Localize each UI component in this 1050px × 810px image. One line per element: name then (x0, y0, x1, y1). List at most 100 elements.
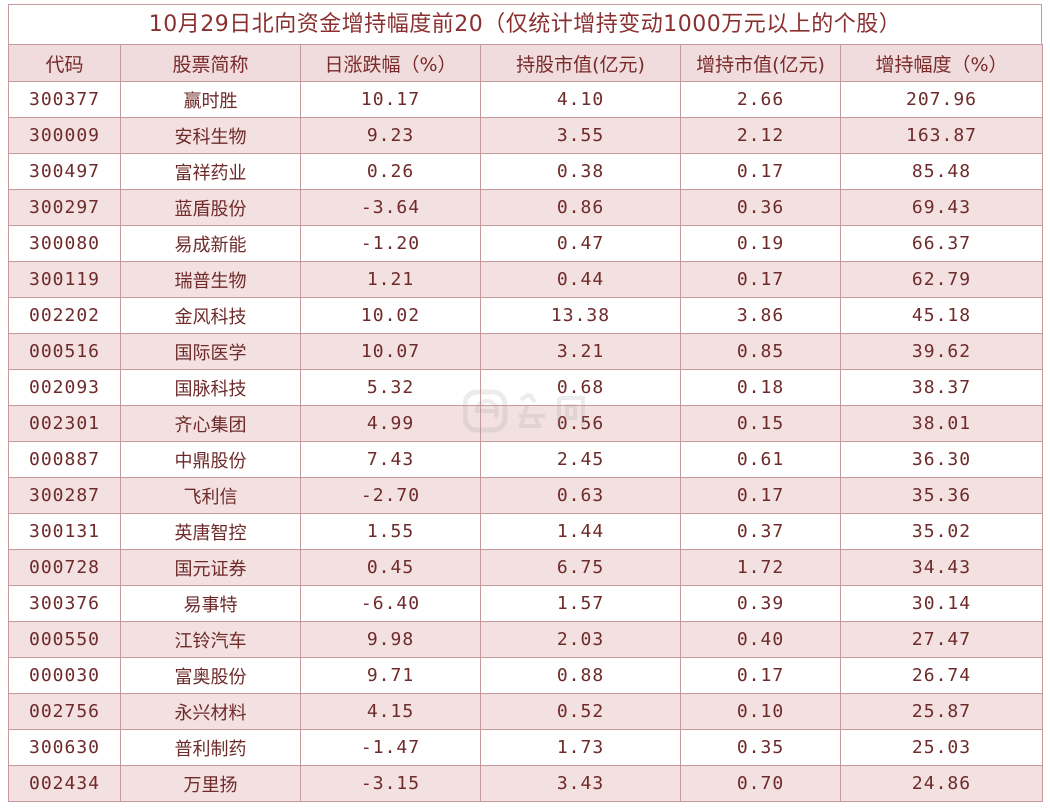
cell-daily-change: 1.55 (300, 513, 481, 550)
table-row: 000030 富奥股份 9.71 0.88 0.17 26.74 (8, 657, 1043, 694)
cell-holding-value: 4.10 (480, 81, 681, 118)
cell-increase-rate: 27.47 (840, 621, 1043, 658)
cell-code: 002301 (8, 405, 121, 442)
cell-holding-value: 1.44 (480, 513, 681, 550)
cell-name: 瑞普生物 (120, 261, 301, 298)
cell-holding-value: 13.38 (480, 297, 681, 334)
cell-name: 赢时胜 (120, 81, 301, 118)
cell-holding-value: 0.86 (480, 189, 681, 226)
cell-daily-change: 1.21 (300, 261, 481, 298)
cell-increase-rate: 25.03 (840, 729, 1043, 766)
cell-increase-value: 0.37 (680, 513, 841, 550)
table-row: 300131 英唐智控 1.55 1.44 0.37 35.02 (8, 513, 1043, 550)
cell-increase-rate: 85.48 (840, 153, 1043, 190)
cell-code: 000728 (8, 549, 121, 586)
cell-code: 300630 (8, 729, 121, 766)
cell-code: 002434 (8, 765, 121, 802)
cell-name: 普利制药 (120, 729, 301, 766)
header-holding-value: 持股市值(亿元) (480, 44, 681, 82)
cell-increase-rate: 163.87 (840, 117, 1043, 154)
cell-holding-value: 0.44 (480, 261, 681, 298)
cell-increase-rate: 69.43 (840, 189, 1043, 226)
cell-increase-value: 0.19 (680, 225, 841, 262)
cell-holding-value: 0.63 (480, 477, 681, 514)
header-increase-rate: 增持幅度（%） (840, 44, 1043, 82)
cell-daily-change: -1.47 (300, 729, 481, 766)
holdings-table: 代码 股票简称 日涨跌幅（%） 持股市值(亿元) 增持市值(亿元) 增持幅度（%… (8, 44, 1043, 802)
cell-increase-value: 0.61 (680, 441, 841, 478)
cell-code: 000516 (8, 333, 121, 370)
cell-increase-rate: 38.37 (840, 369, 1043, 406)
table-row: 300119 瑞普生物 1.21 0.44 0.17 62.79 (8, 261, 1043, 298)
cell-daily-change: 4.15 (300, 693, 481, 730)
cell-code: 300376 (8, 585, 121, 622)
cell-holding-value: 2.03 (480, 621, 681, 658)
table-row: 002093 国脉科技 5.32 0.68 0.18 38.37 (8, 369, 1043, 406)
cell-increase-value: 0.15 (680, 405, 841, 442)
cell-code: 300297 (8, 189, 121, 226)
cell-increase-rate: 38.01 (840, 405, 1043, 442)
table-row: 000728 国元证券 0.45 6.75 1.72 34.43 (8, 549, 1043, 586)
cell-daily-change: 9.98 (300, 621, 481, 658)
table-row: 000516 国际医学 10.07 3.21 0.85 39.62 (8, 333, 1043, 370)
cell-code: 000887 (8, 441, 121, 478)
header-increase-value: 增持市值(亿元) (680, 44, 841, 82)
table-row: 002756 永兴材料 4.15 0.52 0.10 25.87 (8, 693, 1043, 730)
cell-increase-value: 0.17 (680, 153, 841, 190)
cell-increase-rate: 45.18 (840, 297, 1043, 334)
header-daily-change: 日涨跌幅（%） (300, 44, 481, 82)
cell-code: 300377 (8, 81, 121, 118)
cell-daily-change: -6.40 (300, 585, 481, 622)
cell-increase-rate: 25.87 (840, 693, 1043, 730)
cell-name: 易成新能 (120, 225, 301, 262)
cell-increase-value: 2.12 (680, 117, 841, 154)
cell-code: 300080 (8, 225, 121, 262)
cell-holding-value: 1.73 (480, 729, 681, 766)
cell-name: 中鼎股份 (120, 441, 301, 478)
header-row: 代码 股票简称 日涨跌幅（%） 持股市值(亿元) 增持市值(亿元) 增持幅度（%… (8, 44, 1043, 82)
cell-code: 000030 (8, 657, 121, 694)
header-name: 股票简称 (120, 44, 301, 82)
cell-holding-value: 3.43 (480, 765, 681, 802)
cell-code: 300131 (8, 513, 121, 550)
cell-increase-value: 0.85 (680, 333, 841, 370)
table-row: 300297 蓝盾股份 -3.64 0.86 0.36 69.43 (8, 189, 1043, 226)
cell-increase-rate: 24.86 (840, 765, 1043, 802)
cell-daily-change: 10.07 (300, 333, 481, 370)
cell-code: 002202 (8, 297, 121, 334)
cell-holding-value: 6.75 (480, 549, 681, 586)
cell-increase-value: 1.72 (680, 549, 841, 586)
cell-name: 国脉科技 (120, 369, 301, 406)
cell-holding-value: 0.56 (480, 405, 681, 442)
cell-increase-rate: 36.30 (840, 441, 1043, 478)
cell-daily-change: 5.32 (300, 369, 481, 406)
cell-code: 000550 (8, 621, 121, 658)
cell-daily-change: 4.99 (300, 405, 481, 442)
table-row: 002434 万里扬 -3.15 3.43 0.70 24.86 (8, 765, 1043, 802)
cell-daily-change: -2.70 (300, 477, 481, 514)
cell-increase-rate: 66.37 (840, 225, 1043, 262)
cell-holding-value: 0.47 (480, 225, 681, 262)
cell-holding-value: 3.55 (480, 117, 681, 154)
cell-increase-rate: 30.14 (840, 585, 1043, 622)
cell-code: 300287 (8, 477, 121, 514)
cell-increase-rate: 26.74 (840, 657, 1043, 694)
cell-holding-value: 3.21 (480, 333, 681, 370)
cell-holding-value: 0.38 (480, 153, 681, 190)
cell-increase-value: 3.86 (680, 297, 841, 334)
cell-name: 富祥药业 (120, 153, 301, 190)
cell-name: 富奥股份 (120, 657, 301, 694)
cell-code: 300119 (8, 261, 121, 298)
header-code: 代码 (8, 44, 121, 82)
table-row: 000887 中鼎股份 7.43 2.45 0.61 36.30 (8, 441, 1043, 478)
cell-name: 易事特 (120, 585, 301, 622)
cell-increase-rate: 62.79 (840, 261, 1043, 298)
cell-holding-value: 1.57 (480, 585, 681, 622)
cell-increase-value: 0.35 (680, 729, 841, 766)
cell-increase-rate: 39.62 (840, 333, 1043, 370)
cell-holding-value: 0.68 (480, 369, 681, 406)
table-row: 300630 普利制药 -1.47 1.73 0.35 25.03 (8, 729, 1043, 766)
cell-increase-value: 0.17 (680, 477, 841, 514)
cell-increase-value: 0.17 (680, 261, 841, 298)
cell-increase-value: 0.17 (680, 657, 841, 694)
